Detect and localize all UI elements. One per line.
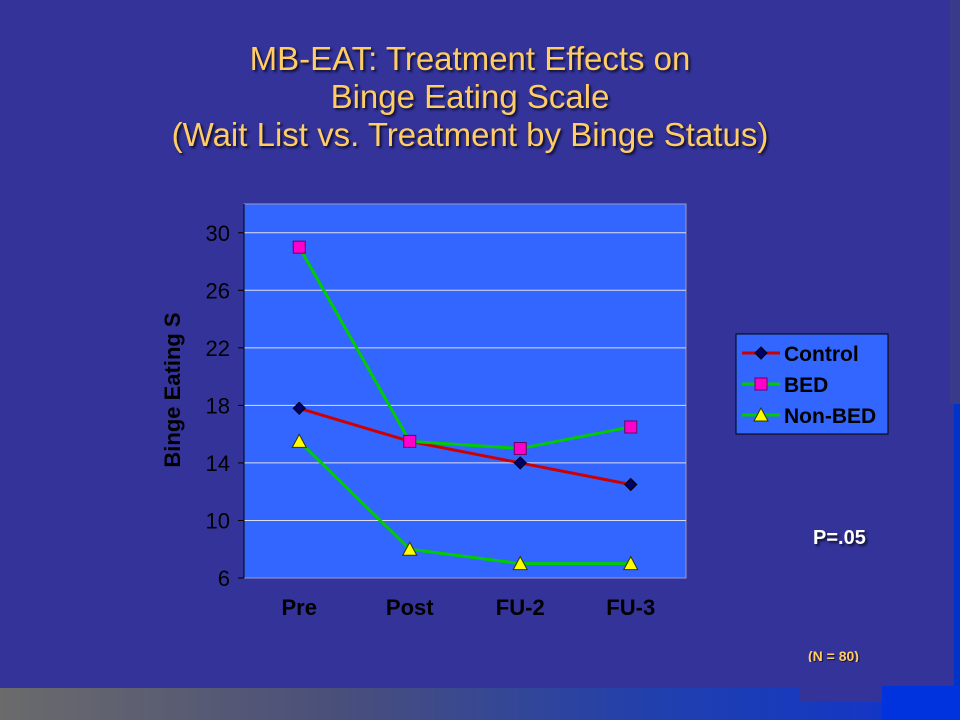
legend: Control BED Non-BED xyxy=(735,333,889,435)
data-point xyxy=(403,434,417,448)
legend-marker xyxy=(753,406,769,422)
x-tick-label: FU-3 xyxy=(606,595,655,620)
y-tick-label: 10 xyxy=(206,508,230,533)
title-line-2: Binge Eating Scale xyxy=(330,78,610,115)
data-point xyxy=(513,442,527,456)
series-line xyxy=(298,406,632,486)
bottom-step-block xyxy=(800,662,882,702)
data-point xyxy=(512,555,529,571)
series-group xyxy=(291,240,639,571)
data-point xyxy=(622,555,639,571)
right-edge-shade xyxy=(950,0,960,404)
bottom-corner-block xyxy=(882,686,960,720)
data-point xyxy=(292,401,306,415)
x-tick-label: Post xyxy=(386,595,434,620)
series-line xyxy=(298,440,631,566)
series-line xyxy=(297,246,632,451)
y-tick-label: 30 xyxy=(206,221,230,246)
legend-label: Control xyxy=(784,343,859,366)
series-3 xyxy=(291,433,639,571)
data-point xyxy=(513,456,527,470)
y-tick-label: 6 xyxy=(218,566,230,591)
data-point xyxy=(624,477,638,492)
y-tick-label: 22 xyxy=(206,336,230,361)
y-axis-ticks: 6 10 14 18 22 26 30 xyxy=(206,204,245,591)
plot-area xyxy=(243,203,687,579)
legend-label: Non-BED xyxy=(784,405,876,428)
legend-label: BED xyxy=(784,374,828,397)
y-tick-label: 18 xyxy=(206,393,230,418)
right-edge-accent xyxy=(954,404,960,720)
slide-title: MB-EAT: Treatment Effects on Binge Eatin… xyxy=(0,40,940,154)
y-tick-label: 14 xyxy=(206,451,230,476)
data-point xyxy=(291,433,308,448)
legend-marker xyxy=(754,346,768,360)
x-tick-label: FU-2 xyxy=(496,595,545,620)
title-line-3: (Wait List vs. Treatment by Binge Status… xyxy=(171,116,769,153)
x-tick-label: Pre xyxy=(282,595,317,620)
data-point xyxy=(401,541,418,556)
p-value-label: P=.05 xyxy=(813,527,866,549)
y-axis-label: Binge Eating S xyxy=(160,312,185,467)
x-axis-ticks: Pre Post FU-2 FU-3 xyxy=(282,595,656,620)
data-point xyxy=(624,420,638,434)
title-line-1: MB-EAT: Treatment Effects on xyxy=(249,40,691,77)
gridlines xyxy=(244,232,686,521)
data-point xyxy=(292,240,306,254)
y-tick-label: 26 xyxy=(206,278,230,303)
sample-size-note: (N = 80) xyxy=(808,648,859,664)
legend-marker xyxy=(754,377,768,391)
series-2 xyxy=(292,240,638,456)
